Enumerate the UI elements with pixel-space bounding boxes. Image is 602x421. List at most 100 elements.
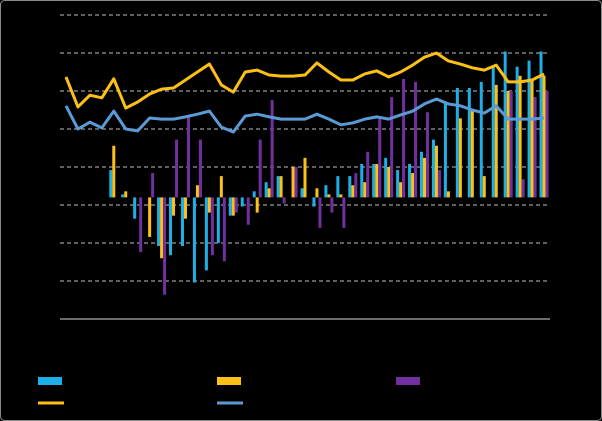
bar — [539, 51, 543, 198]
bar — [139, 197, 143, 253]
bar — [324, 185, 328, 198]
bar — [252, 191, 256, 198]
bar — [479, 81, 483, 198]
bar — [163, 197, 167, 295]
bar — [515, 66, 519, 198]
bar — [157, 197, 161, 247]
legend-swatch — [396, 377, 420, 385]
bar — [204, 197, 208, 271]
bar — [443, 103, 447, 198]
bar — [494, 84, 498, 198]
bar — [372, 163, 376, 198]
bar — [426, 112, 430, 198]
bar — [133, 197, 137, 219]
bar — [399, 182, 403, 198]
bar — [342, 197, 346, 228]
bar — [431, 139, 435, 198]
bar — [530, 78, 534, 198]
bar — [434, 145, 438, 198]
bar — [258, 139, 262, 198]
legend-swatch — [217, 377, 241, 385]
bar — [348, 176, 352, 198]
bar — [363, 182, 367, 198]
bar — [198, 139, 202, 198]
bar — [172, 197, 176, 216]
bar — [219, 176, 223, 198]
bar — [411, 173, 415, 198]
bar — [267, 188, 271, 198]
bar — [491, 66, 495, 198]
bar — [458, 118, 462, 198]
bar — [545, 91, 549, 198]
bar — [408, 163, 412, 198]
bar — [527, 60, 531, 198]
bar — [327, 194, 331, 198]
bar — [183, 197, 187, 219]
bar — [246, 197, 250, 225]
bar — [402, 78, 406, 198]
bar — [378, 118, 382, 198]
bar — [518, 75, 522, 198]
bar — [216, 197, 220, 243]
bar — [148, 197, 152, 237]
bar — [312, 197, 316, 207]
bar — [470, 109, 474, 198]
bar — [124, 191, 128, 198]
bar — [291, 167, 295, 198]
bar — [109, 170, 113, 198]
bar — [234, 197, 238, 213]
bar — [455, 87, 459, 198]
bar — [336, 176, 340, 198]
bar — [521, 179, 525, 198]
bar — [390, 97, 394, 198]
bar — [276, 176, 280, 198]
bar — [160, 197, 164, 259]
bar — [509, 91, 513, 198]
bar — [195, 185, 199, 198]
bar — [506, 91, 510, 198]
bar — [180, 197, 184, 247]
bar — [330, 197, 334, 213]
bar — [222, 197, 226, 262]
bar — [121, 194, 125, 198]
bar — [446, 191, 450, 198]
bar — [192, 197, 196, 283]
bar — [240, 197, 244, 207]
bar — [482, 176, 486, 198]
bar — [503, 51, 507, 198]
bar — [387, 167, 391, 198]
bar — [231, 197, 235, 216]
bar — [228, 197, 232, 216]
bar — [339, 194, 343, 198]
bar — [279, 176, 283, 198]
bar — [303, 157, 307, 198]
line — [64, 51, 545, 110]
bar — [270, 100, 274, 198]
bar — [264, 182, 268, 198]
bar — [354, 173, 358, 198]
bar — [423, 157, 427, 198]
bar — [315, 188, 319, 198]
bar — [414, 81, 418, 198]
bar — [300, 188, 304, 198]
bar — [420, 151, 424, 198]
bar — [467, 87, 471, 198]
bar — [533, 97, 537, 198]
bar — [294, 167, 298, 198]
bar — [210, 197, 214, 256]
bar — [169, 197, 173, 256]
line — [64, 97, 545, 134]
bar — [151, 173, 155, 198]
bar — [112, 145, 116, 198]
bar — [396, 170, 400, 198]
bar — [351, 185, 355, 198]
bar — [375, 163, 379, 198]
bar — [207, 197, 211, 213]
bar — [318, 197, 322, 228]
bar — [175, 139, 179, 198]
bar — [282, 197, 286, 204]
bar — [186, 115, 190, 198]
